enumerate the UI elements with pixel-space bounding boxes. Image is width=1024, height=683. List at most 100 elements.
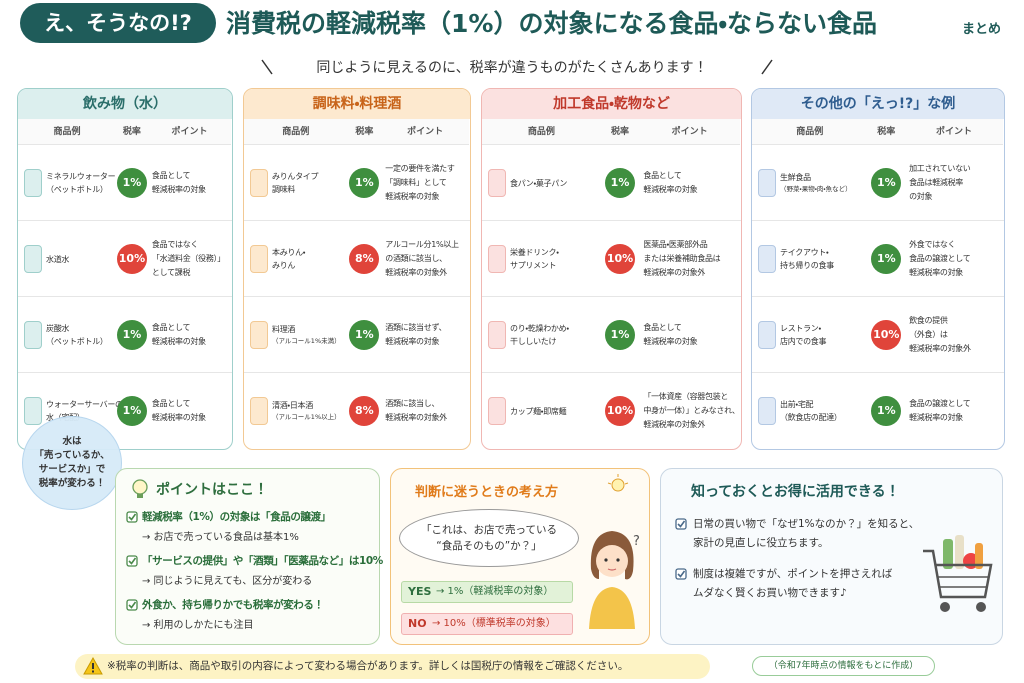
panel-title: 調味料・料理酒 — [244, 89, 470, 119]
item-icon — [24, 169, 42, 197]
item-name-line: みりんタイプ — [272, 172, 319, 181]
point-line: 食品の譲渡として — [909, 254, 971, 263]
item-icon — [488, 397, 506, 425]
item-icon — [758, 169, 776, 197]
decision-title: 判断に迷うときの考え方 — [415, 485, 559, 500]
checkbox-icon — [675, 568, 687, 580]
cart-illustration — [923, 535, 993, 612]
no-label: NO — [408, 617, 427, 630]
point-line: の対象 — [909, 192, 933, 201]
table-row: 水道水 10% 食品ではなく 「水道料金（役務）」 として課税 — [18, 221, 232, 297]
item-name: 出前・宅配 （飲食店の配達） — [780, 373, 842, 449]
category-panel: 飲み物（水） 商品例 税率 ポイント ミネラルウォーター （ペットボトル） 1% 食品として軽… — [17, 88, 233, 450]
point-line: （外食）は — [909, 330, 948, 339]
item-note: （野菜・果物・肉・魚など） — [780, 185, 852, 193]
tax-rate: 1% — [871, 244, 902, 274]
thought-bubble: 「これは、お店で売っている “食品そのもの”か？」 — [399, 509, 579, 567]
point-line: の酒類に該当し、 — [385, 254, 447, 263]
item-icon — [24, 245, 42, 273]
point-text: 酒類に該当し、 軽減税率の対象外 — [385, 373, 447, 449]
item-name-line: 生鮮食品 — [780, 173, 811, 182]
point-line: 軽減税率の対象外 — [909, 344, 971, 353]
yes-label: YES — [408, 585, 432, 598]
point-text: 食品として 軽減税率の対象 — [152, 373, 206, 449]
table-row: 生鮮食品 （野菜・果物・肉・魚など） 1% 加工されていない 食品は軽減税率 の対象 — [752, 145, 1004, 221]
item-name: 清酒・日本酒 （アルコール1%以上） — [272, 373, 341, 449]
point-main: 外食か、持ち帰りかでも税率が変わる！ — [142, 599, 324, 611]
point-text: 飲食の提供 （外食）は 軽減税率の対象外 — [909, 297, 971, 373]
item-icon — [250, 321, 268, 349]
point-line: 軽減税率の対象 — [151, 185, 206, 194]
subtitle: 同じように見えるのに、税率が違うものがたくさんあります！ — [316, 60, 708, 76]
point-box: ポイントはここ！ 軽減税率（1%）の対象は「食品の譲渡」 → お店で売っている食品は… — [115, 468, 383, 645]
item-name: 料理酒 （アルコール1%未満） — [272, 297, 341, 373]
checkbox-icon — [675, 518, 687, 530]
table-row: 炭酸水 （ペットボトル） 1% 食品として 軽減税率の対象 — [18, 297, 232, 373]
table-row: 栄養ドリンク・ サプリメント 10% 医薬品・医薬部外品 または栄養補助食品は 軽減税率の… — [482, 221, 741, 297]
question-line: 「これは、お店で売っている — [421, 524, 557, 536]
item-name-line: カップ麺・即席麺 — [510, 406, 567, 416]
item-icon — [250, 169, 268, 197]
tax-rate: 1% — [605, 168, 636, 198]
point-line: 外食ではなく — [909, 240, 956, 249]
point-text: 食品として軽減税率の対象 — [152, 145, 206, 221]
column-header: 商品例 — [18, 119, 116, 145]
column-header: 商品例 — [752, 119, 868, 145]
point-text: 酒類に該当せず、 軽減税率の対象 — [385, 297, 446, 373]
item-name: 食パン・菓子パン — [510, 145, 567, 221]
point-sub: → 同じように見えても、区分が変わる — [142, 576, 313, 587]
item-name-line: 料理酒 — [272, 325, 296, 334]
item-name-line: （ペットボトル） — [46, 185, 108, 194]
decision-box: 判断に迷うときの考え方「これは、お店で売っている “食品そのもの”か？」? YES →… — [390, 468, 650, 645]
point-line: 軽減税率の対象 — [385, 337, 440, 346]
item-name: 生鮮食品 （野菜・果物・肉・魚など） — [780, 145, 852, 221]
category-panel: 調味料・料理酒 商品例 税率 ポイント みりんタイプ 調味料 1% 一定の要件を満たす 「調味料… — [243, 88, 471, 450]
point-line: 食品として — [151, 171, 191, 180]
svg-text:?: ? — [633, 534, 640, 549]
item-name: 炭酸水 （ペットボトル） — [46, 297, 108, 373]
item-icon — [488, 169, 506, 197]
table-row: 本みりん・ みりん 8% アルコール分1%以上 の酒類に該当し、 軽減税率の対象外 — [244, 221, 470, 297]
checkbox-icon — [126, 555, 138, 567]
item-name-line: （飲食店の配達） — [780, 413, 842, 422]
warning-icon — [83, 657, 103, 675]
tax-rate: 8% — [349, 244, 380, 274]
table-row: テイクアウト・ 持ち帰りの食事 1% 外食ではなく 食品の譲渡として 軽減税率の対象 — [752, 221, 1004, 297]
bubble-line: 税率が変わる！ — [38, 478, 106, 489]
tax-rate: 1% — [605, 320, 636, 350]
point-line: 酒類に該当せず、 — [385, 323, 447, 332]
person-illustration: ? — [589, 531, 640, 629]
table-row: レストラン・ 店内での食事 10% 飲食の提供 （外食）は 軽減税率の対象外 — [752, 297, 1004, 373]
item-name: ミネラルウォーター （ペットボトル） — [46, 145, 116, 221]
point-text: 医薬品・医薬部外品 または栄養補助食品は 軽減税率の対象外 — [643, 221, 720, 297]
point-sub: → お店で売っている食品は基本1% — [142, 532, 299, 543]
point-line: 「調味料」として — [385, 178, 447, 187]
panel-title: その他の「えっ!?」な例 — [752, 89, 1004, 119]
item-note: （アルコール1%以上） — [272, 413, 341, 421]
column-header: ポイント — [905, 119, 1003, 145]
badge: え、そうなの!? — [20, 3, 216, 43]
point-text: 食品として 軽減税率の対象 — [152, 297, 206, 373]
point-line: として課税 — [151, 268, 191, 277]
item-name: みりんタイプ 調味料 — [272, 145, 319, 221]
point-line: 食品として — [643, 171, 682, 180]
item-icon — [488, 245, 506, 273]
item-name-line: のり・乾燥わかめ・ — [510, 324, 569, 333]
point-line: 軽減税率の対象 — [909, 413, 964, 422]
bubble-line: 水は — [62, 436, 82, 447]
item-icon — [758, 245, 776, 273]
table-row: のり・乾燥わかめ・ 干ししいたけ 1% 食品として 軽減税率の対象 — [482, 297, 741, 373]
point-line: 中身が一体）」とみなされ、 — [643, 406, 740, 415]
point-text: 食品の譲渡として 軽減税率の対象 — [909, 373, 971, 449]
point-line: 一定の要件を満たす — [385, 164, 455, 173]
point-text: アルコール分1%以上 の酒類に該当し、 軽減税率の対象外 — [385, 221, 459, 297]
tip-line: 日常の買い物で「なぜ1%なのか？」を知ると、 — [693, 518, 920, 530]
item-note: （アルコール1%未満） — [272, 337, 341, 345]
table-row: ミネラルウォーター （ペットボトル） 1% 食品として 軽減税率の対象 — [18, 145, 232, 221]
item-name: テイクアウト・ 持ち帰りの食事 — [780, 221, 834, 297]
no-text: → 10%（標準税率の対象） — [432, 618, 556, 629]
item-icon — [24, 321, 42, 349]
point-text: 加工されていない 食品は軽減税率 の対象 — [909, 145, 971, 221]
point-line: 軽減税率の対象 — [385, 192, 440, 201]
point-text: 食品として 軽減税率の対象 — [643, 297, 697, 373]
